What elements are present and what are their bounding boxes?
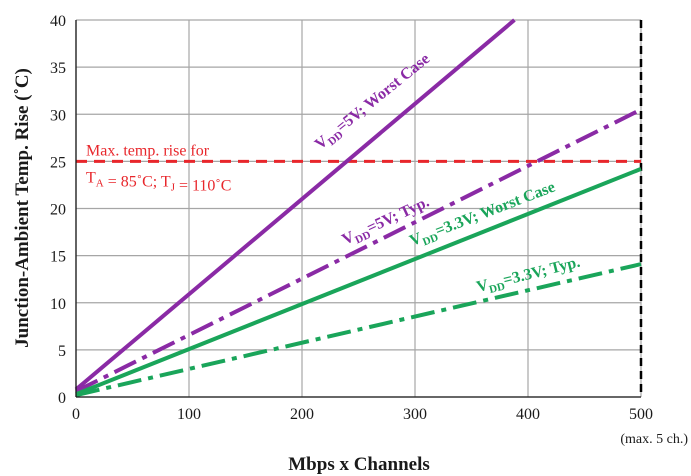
series-label-rest: =3.3V; Typ. <box>501 254 581 290</box>
limit-label-line2: TA = 85˚C; TJ = 110˚C <box>86 169 231 194</box>
x-tick-label: 300 <box>403 406 427 423</box>
y-tick-label: 20 <box>50 202 66 219</box>
x-tick-label: 0 <box>72 406 80 423</box>
text-segment: = 85˚C; T <box>104 173 171 190</box>
y-tick-label: 25 <box>50 154 66 171</box>
x-tick-label: 500 <box>629 406 653 423</box>
subscript: A <box>96 177 104 189</box>
x-tick-label: 100 <box>177 406 201 423</box>
text-segment: = 110˚C <box>175 177 231 194</box>
series-label-sub: DD <box>421 231 440 248</box>
subscript: J <box>171 181 176 193</box>
y-tick-label: 10 <box>50 296 66 313</box>
y-tick-label: 30 <box>50 107 66 124</box>
x-tick-label: 400 <box>516 406 540 423</box>
x-axis-title: Mbps x Channels <box>288 454 430 475</box>
axes <box>75 20 641 398</box>
series-line <box>75 262 642 398</box>
y-axis-title: Junction-Ambient Temp. Rise (˚C) <box>12 68 33 348</box>
x-axis-note: (max. 5 ch.) <box>620 432 688 447</box>
y-tick-label: 0 <box>58 390 66 407</box>
y-tick-label: 35 <box>50 60 66 77</box>
limit-label-line1: Max. temp. rise for <box>86 142 210 159</box>
series-line <box>75 107 642 394</box>
y-tick-label: 5 <box>58 343 66 360</box>
x-tick-label: 200 <box>290 406 314 423</box>
y-tick-label: 40 <box>50 13 66 30</box>
series-label-rest: =5V; Worst Case <box>333 50 433 136</box>
series-line <box>74 18 516 391</box>
series-line <box>75 167 642 397</box>
series-label-sub: DD <box>488 280 506 296</box>
tick-labels: 0 100 200 300 400 500 0 5 10 15 20 25 30 35 40 <box>50 13 653 423</box>
series-group <box>74 18 642 398</box>
limit-group: Max. temp. rise for TA = 85˚C; TJ = 110˚C <box>76 142 641 194</box>
series-label-main: V <box>475 276 491 295</box>
y-tick-label: 15 <box>50 249 66 266</box>
grid <box>75 19 642 398</box>
text-segment: T <box>86 169 96 186</box>
